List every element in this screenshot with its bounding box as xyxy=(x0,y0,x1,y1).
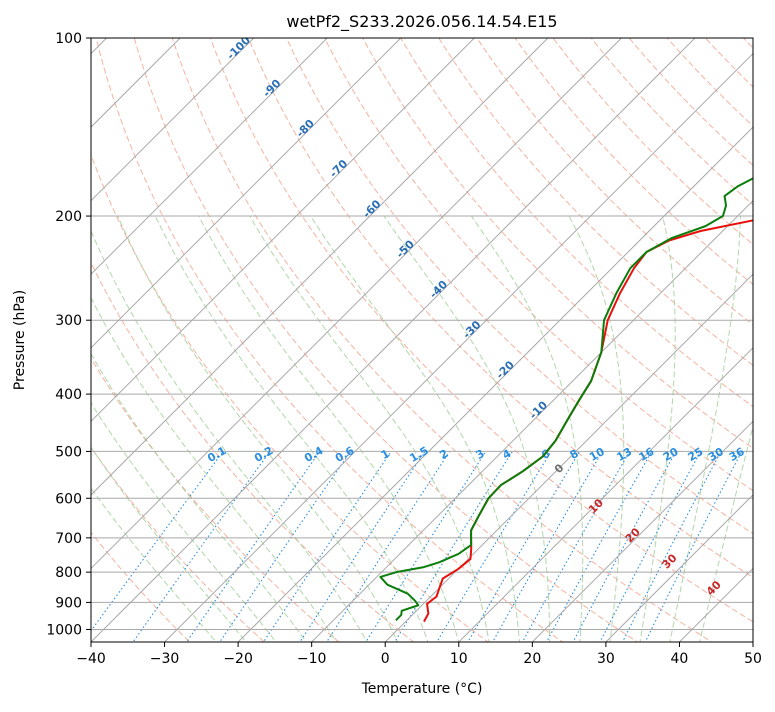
temperature-profile-line xyxy=(423,219,753,623)
y-tick-label: 1000 xyxy=(46,622,82,638)
isotherm-line xyxy=(384,273,753,642)
mixing-ratio-line xyxy=(545,451,653,642)
dewpoint-profile-line xyxy=(379,177,753,622)
sounding-profiles xyxy=(379,177,753,623)
moist-adiabat-line xyxy=(639,215,676,642)
moist-adiabat-line xyxy=(91,487,217,642)
x-tick-label: 10 xyxy=(450,651,468,667)
moist-adiabat-line xyxy=(91,352,307,642)
isotherm-line xyxy=(91,38,549,496)
y-tick-label: 700 xyxy=(55,531,82,547)
isotherm-line xyxy=(91,38,475,423)
dry-adiabat-line xyxy=(95,38,564,642)
plot-frame xyxy=(90,37,754,643)
mixing-ratio-line xyxy=(621,451,722,642)
mixing-ratio-line xyxy=(219,451,352,642)
isotherm-line xyxy=(91,38,328,275)
mixing-ratio-line xyxy=(326,451,451,642)
dry-adiabat-line xyxy=(552,38,753,246)
isotherm-line xyxy=(91,38,696,642)
dry-adiabat-line xyxy=(209,38,753,623)
mixing-ratio-line xyxy=(467,451,581,642)
moist-adiabat-line xyxy=(568,215,625,642)
isotherm-line xyxy=(91,38,402,349)
dry-adiabat-line xyxy=(91,357,340,642)
mixing-ratio-line xyxy=(299,451,426,642)
x-axis-title: Temperature (°C) xyxy=(361,681,483,697)
dry-adiabat-line xyxy=(171,38,713,642)
dry-adiabat-line xyxy=(247,38,753,578)
dry-adiabat-line xyxy=(91,261,415,642)
isotherm-line xyxy=(91,38,622,570)
moist-adiabat-line xyxy=(91,401,277,642)
moist-adiabat-line xyxy=(154,215,429,642)
mixing-ratio-line xyxy=(132,451,271,642)
mixing-ratio-line xyxy=(185,451,321,642)
mixing-ratio-line xyxy=(492,451,603,642)
x-tick-label: 30 xyxy=(597,651,615,667)
isotherm-line xyxy=(752,641,753,642)
background-lines xyxy=(91,25,775,654)
x-tick-label: −30 xyxy=(150,651,180,667)
chart-title: wetPf2_S233.2026.056.14.54.E15 xyxy=(286,12,557,32)
x-tick-label: 40 xyxy=(671,651,689,667)
isotherm-line xyxy=(91,38,255,202)
dry-adiabat-line xyxy=(91,446,266,642)
dry-adiabat-line xyxy=(514,38,753,285)
y-tick-label: 600 xyxy=(55,491,82,507)
dry-adiabat-line xyxy=(324,38,753,492)
dry-adiabat-line xyxy=(400,38,753,408)
y-tick-label: 500 xyxy=(55,444,82,460)
isotherm-line xyxy=(237,126,753,642)
isotherm-line xyxy=(458,347,753,642)
x-tick-label: −40 xyxy=(76,651,106,667)
y-tick-label: 200 xyxy=(55,209,82,225)
y-tick-label: 900 xyxy=(55,595,82,611)
plot-background xyxy=(91,38,753,642)
moist-adiabat-line xyxy=(117,215,399,642)
line-labels: -100-90-80-70-60-50-40-30-20-100.1 0.2 0.4… xyxy=(205,38,747,598)
mixing-ratio-line xyxy=(262,451,392,642)
dry-adiabat-line xyxy=(91,153,489,642)
dry-adiabat-line xyxy=(362,38,753,449)
y-tick-label: 100 xyxy=(55,31,82,47)
axes: −40 −30 −20 −10 0 10 20 30 40 50 1000 900 800 700 600 5… xyxy=(46,31,762,667)
dry-adiabat-line xyxy=(285,38,753,535)
x-tick-label: 20 xyxy=(523,651,541,667)
isotherm-line xyxy=(311,199,753,642)
dry-adiabat-line xyxy=(476,38,753,326)
x-tick-label: 0 xyxy=(381,651,390,667)
moist-adiabat-line xyxy=(91,446,247,642)
moist-adiabat-line xyxy=(669,216,741,642)
y-axis-title: Pressure (hPa) xyxy=(12,290,28,390)
moist-adiabat-line xyxy=(91,229,368,642)
x-tick-label: −20 xyxy=(223,651,253,667)
moist-adiabat-line xyxy=(383,215,551,642)
dry-adiabat-line xyxy=(590,38,753,206)
dry-adiabat-line xyxy=(438,38,753,366)
mixing-ratio-line xyxy=(91,451,224,632)
mixing-ratio-line xyxy=(436,451,552,642)
isotherm-line xyxy=(164,52,753,642)
y-tick-label: 800 xyxy=(55,565,82,581)
x-tick-label: 50 xyxy=(744,651,762,667)
x-tick-label: −10 xyxy=(297,651,327,667)
y-tick-label: 400 xyxy=(55,387,82,403)
isotherm-line xyxy=(605,494,753,642)
moist-adiabat-line xyxy=(310,215,520,642)
isotherm-line xyxy=(531,420,753,642)
moist-adiabat-line xyxy=(198,215,460,642)
dry-adiabat-line xyxy=(133,38,639,642)
y-tick-label: 300 xyxy=(55,313,82,329)
dry-adiabat-line xyxy=(768,25,775,654)
mixing-ratio-line xyxy=(521,451,631,642)
mixing-ratio-line xyxy=(644,451,743,642)
